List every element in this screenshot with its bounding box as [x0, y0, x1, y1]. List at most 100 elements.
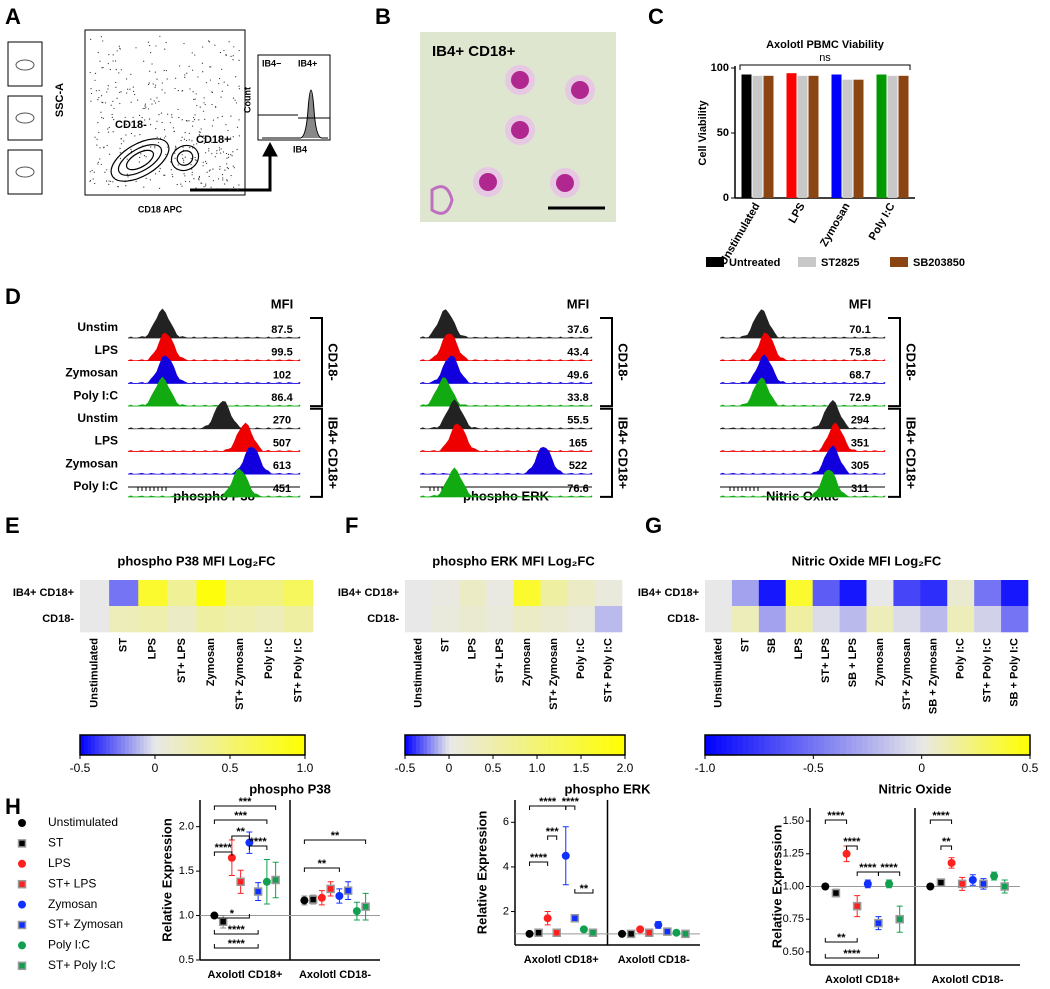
event-dot — [194, 114, 196, 116]
event-dot — [216, 150, 218, 152]
colorbar-step — [894, 735, 901, 755]
colorbar-step — [511, 735, 516, 755]
colorbar-step — [211, 735, 216, 755]
point — [626, 929, 636, 939]
event-dot — [223, 140, 225, 142]
hist-peak — [262, 89, 328, 139]
mfi-value: 72.9 — [849, 392, 870, 404]
event-dot — [211, 91, 213, 93]
event-dot — [112, 100, 114, 102]
colorbar-step — [537, 735, 542, 755]
event-dot — [212, 119, 215, 121]
colorbar-step — [460, 735, 465, 755]
column-label: SB + Poly I:C — [1008, 638, 1020, 707]
point — [262, 877, 271, 886]
colorbar-frame — [704, 734, 1031, 756]
mfi-value: 99.5 — [271, 347, 292, 359]
colorbar-step — [430, 735, 435, 755]
group-label: CD18- — [616, 343, 631, 381]
colorbar-step — [775, 735, 782, 755]
colorbar-step — [840, 735, 847, 755]
sig-label: **** — [843, 836, 861, 848]
event-dot — [120, 143, 123, 145]
event-dot — [93, 171, 95, 173]
event-dot — [226, 167, 228, 169]
event-dot — [171, 173, 173, 176]
colorbar-step — [218, 735, 223, 755]
micrograph-label: IB4+ CD18+ — [432, 43, 516, 60]
event-dot — [238, 184, 240, 186]
group-bracket — [888, 317, 901, 408]
event-dot — [147, 41, 149, 43]
colorbar-step — [921, 735, 928, 755]
event-dot — [161, 121, 163, 124]
colorbar-step — [215, 735, 220, 755]
event-dot — [221, 90, 223, 92]
point — [947, 858, 956, 867]
event-dot — [222, 137, 224, 139]
event-dot — [92, 178, 94, 180]
colorbar-tick-label: -0.5 — [395, 761, 416, 775]
colorbar-step — [278, 735, 283, 755]
event-dot — [175, 77, 177, 79]
histogram — [419, 467, 593, 498]
event-dot — [148, 82, 150, 84]
event-dot — [158, 170, 160, 172]
contour — [176, 150, 194, 166]
event-dot — [181, 154, 183, 156]
event-dot — [151, 63, 153, 65]
mfi-value: 522 — [569, 460, 587, 472]
sig-bracket — [529, 861, 549, 866]
colorbar-step — [981, 735, 988, 755]
colorbar-step — [471, 735, 476, 755]
legend-marker — [17, 920, 27, 930]
event-dot — [175, 147, 177, 149]
axis-label: IB4 — [293, 144, 307, 154]
legend-swatch — [798, 257, 816, 267]
panel-label: G — [645, 513, 662, 538]
event-dot — [133, 90, 135, 92]
event-dot — [135, 180, 137, 182]
chart-title: Nitric Oxide MFI Log₂FC — [792, 553, 942, 568]
event-dot — [170, 169, 172, 171]
event-dot — [203, 142, 205, 145]
event-dot — [135, 47, 137, 49]
sig-label: ** — [942, 836, 951, 848]
event-dot — [204, 160, 207, 163]
event-dot — [164, 48, 166, 50]
event-dot — [94, 182, 96, 185]
heat-cell — [540, 580, 569, 607]
legend-marker — [18, 819, 26, 827]
event-dot — [138, 161, 140, 163]
bar — [876, 74, 887, 198]
event-dot — [164, 137, 166, 139]
event-dot — [95, 90, 97, 92]
colorbar-step — [463, 735, 468, 755]
event-dot — [191, 125, 194, 127]
mfi-value: 507 — [273, 437, 291, 449]
heat-cell — [567, 606, 596, 633]
event-dot — [236, 126, 239, 128]
point — [326, 884, 335, 894]
colorbar-tick-label: 0.5 — [485, 761, 502, 775]
mfi-value: 37.6 — [567, 324, 588, 336]
event-dot — [227, 129, 229, 132]
event-dot — [138, 114, 141, 116]
heat-cell — [866, 580, 894, 607]
column-label: ST+ LPS — [820, 638, 832, 683]
cell-nucleus — [511, 71, 529, 89]
colorbar-step — [91, 735, 96, 755]
colorbar-step — [102, 735, 107, 755]
heat-cell — [138, 606, 168, 633]
row-label: Poly I:C — [73, 479, 118, 493]
event-dot — [174, 152, 176, 154]
colorbar-step — [188, 735, 193, 755]
row-label: CD18- — [367, 613, 399, 625]
colorbar-frame — [79, 734, 306, 756]
event-dot — [199, 131, 201, 133]
sig-bracket — [824, 954, 879, 959]
colorbar-step — [1002, 735, 1009, 755]
heat-cell — [486, 606, 514, 633]
event-dot — [199, 106, 201, 108]
